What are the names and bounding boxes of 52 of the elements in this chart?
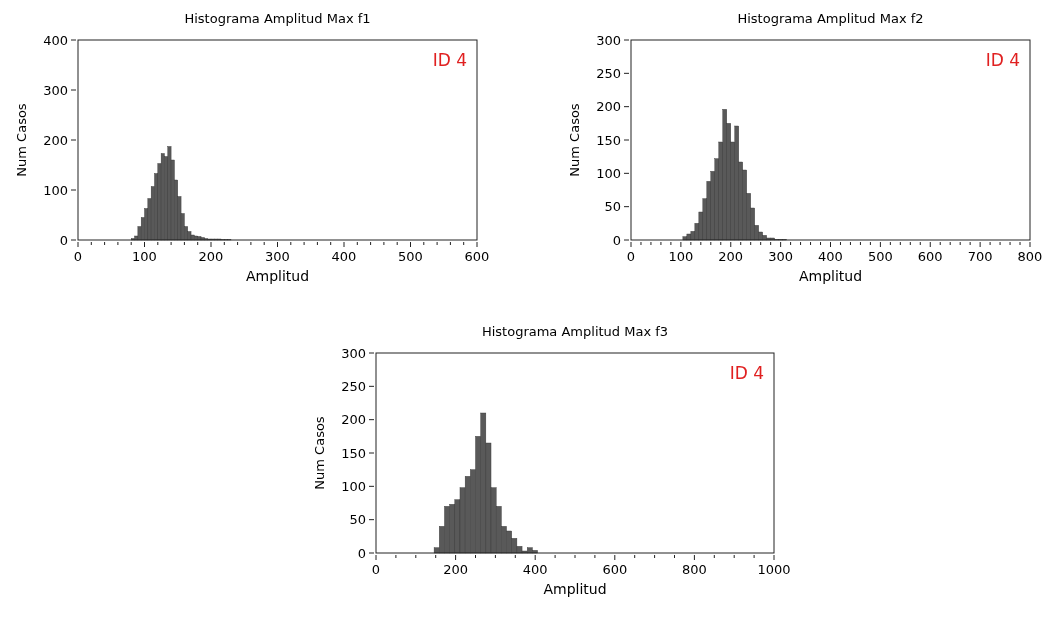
x-tick-label: 600	[917, 249, 943, 264]
y-tick-label: 400	[43, 32, 68, 48]
x-tick-label: 400	[818, 249, 843, 264]
annotation: ID 4	[432, 50, 467, 70]
x-tick-label: 800	[681, 562, 707, 577]
x-tick-label: 800	[1017, 249, 1043, 264]
y-tick-label: 50	[349, 512, 366, 528]
x-axis-title: Amplitud	[798, 268, 863, 284]
x-tick-label: 0	[73, 249, 83, 264]
y-tick-label: 300	[596, 32, 621, 48]
y-tick-label: 250	[596, 65, 621, 81]
x-tick-label: 600	[602, 562, 628, 577]
chart-title: Histograma Amplitud Max f2	[737, 11, 924, 26]
y-tick-label: 50	[604, 199, 621, 215]
x-tick-label: 200	[443, 562, 469, 577]
x-tick-label: 300	[265, 249, 290, 264]
x-tick-label: 200	[718, 249, 744, 264]
chart-title: Histograma Amplitud Max f1	[184, 11, 371, 26]
y-tick-label: 200	[341, 412, 366, 428]
annotation: ID 4	[985, 50, 1020, 70]
y-axis-title: Num Casos	[14, 103, 29, 177]
y-tick-label: 100	[43, 182, 68, 198]
x-tick-label: 400	[522, 562, 548, 577]
y-tick-label: 200	[596, 99, 621, 115]
x-tick-label: 100	[132, 249, 157, 264]
x-tick-label: 300	[768, 249, 794, 264]
annotation: ID 4	[729, 363, 764, 383]
x-tick-label: 100	[668, 249, 694, 264]
y-tick-label: 0	[357, 545, 366, 561]
y-tick-label: 150	[341, 445, 366, 461]
y-tick-label: 300	[341, 345, 366, 361]
x-tick-label: 200	[198, 249, 224, 264]
x-axis-title: Amplitud	[543, 581, 607, 597]
y-tick-label: 0	[612, 232, 621, 248]
y-tick-label: 0	[59, 232, 68, 248]
y-tick-label: 250	[341, 378, 366, 394]
x-tick-label: 500	[867, 249, 893, 264]
y-tick-label: 300	[43, 82, 68, 98]
x-tick-label: 500	[398, 249, 423, 264]
x-tick-label: 1000	[757, 562, 791, 577]
x-tick-label: 700	[967, 249, 993, 264]
chart-title: Histograma Amplitud Max f3	[481, 324, 669, 339]
x-tick-label: 0	[626, 249, 636, 264]
y-tick-label: 200	[43, 132, 68, 148]
y-tick-label: 100	[341, 478, 366, 494]
x-tick-label: 600	[464, 249, 490, 264]
y-tick-label: 100	[596, 165, 621, 181]
x-tick-label: 0	[371, 562, 381, 577]
y-axis-title: Num Casos	[312, 416, 327, 490]
x-axis-title: Amplitud	[245, 268, 310, 284]
y-tick-label: 150	[596, 132, 621, 148]
y-axis-title: Num Casos	[567, 103, 582, 177]
